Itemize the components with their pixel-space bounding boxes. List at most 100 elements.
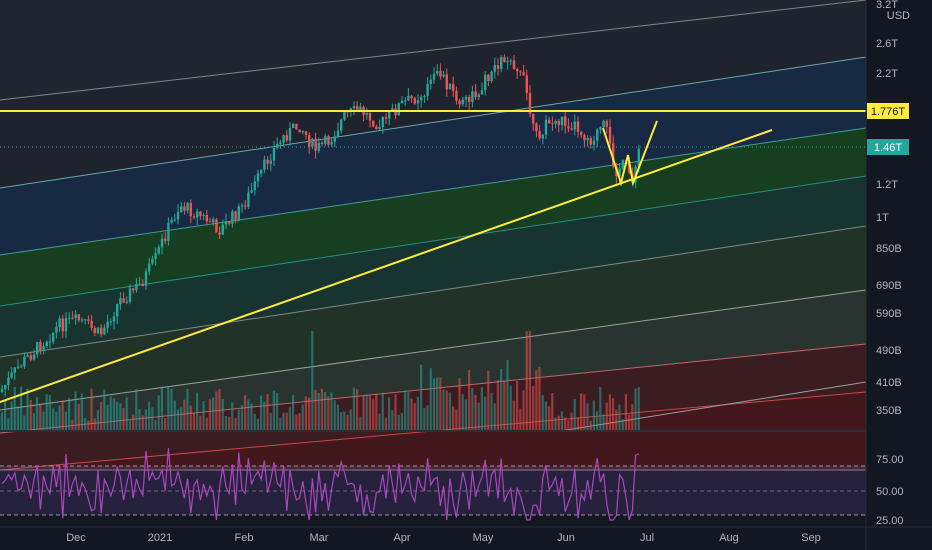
volume-bar [164, 417, 167, 431]
candle-body [583, 135, 586, 141]
volume-bar [7, 418, 10, 431]
candle-body [148, 263, 151, 272]
volume-bar [343, 411, 346, 431]
candle-body [135, 283, 138, 291]
volume-bar [637, 387, 640, 431]
price-tick-label: 490B [876, 345, 902, 357]
candle-body [167, 223, 170, 241]
price-axis-panel[interactable] [866, 0, 932, 550]
candle-body [119, 298, 122, 305]
volume-bar [80, 393, 83, 431]
candle-body [106, 321, 109, 328]
time-label-feb: Feb [235, 532, 254, 544]
volume-bar [522, 390, 525, 431]
candle-body [183, 206, 186, 211]
volume-bar [186, 388, 189, 431]
volume-bar [394, 394, 397, 431]
candle-body [602, 120, 605, 128]
volume-bar [212, 397, 215, 431]
candle-body [365, 113, 368, 115]
volume-bar [372, 398, 375, 431]
volume-bar [375, 393, 378, 431]
candle-body [378, 126, 381, 130]
w-pattern-drawing[interactable] [602, 120, 658, 187]
candle-body [272, 148, 276, 161]
volume-bar [634, 388, 637, 431]
candle-body [442, 74, 445, 77]
candle-body [423, 95, 426, 97]
volume-bar [602, 414, 605, 431]
volume-bar [618, 404, 621, 431]
candle-body [551, 123, 554, 125]
candle-body [77, 314, 80, 321]
volume-bar [564, 417, 567, 431]
volume-bar [180, 407, 183, 431]
candle-body [160, 238, 164, 248]
volume-bar [64, 411, 67, 431]
volume-bar [106, 404, 109, 431]
candle-body [301, 131, 304, 133]
candle-body [618, 168, 621, 177]
candle-body [372, 120, 375, 127]
volume-bar [551, 392, 554, 431]
volume-bar [192, 412, 195, 431]
candle-body [228, 221, 231, 224]
volume-bar [349, 409, 352, 431]
volume-bar [215, 391, 218, 431]
volume-bar [413, 403, 416, 431]
candle-body [170, 219, 173, 224]
time-axis[interactable]: Dec 2021 Feb Mar Apr May Jun Jul Aug Sep [66, 532, 821, 544]
volume-bar [112, 398, 115, 431]
volume-bar [388, 397, 391, 431]
candle-body [4, 385, 7, 390]
volume-bar [32, 413, 35, 431]
candle-body [256, 173, 260, 182]
support-trendline[interactable] [0, 129, 773, 403]
volume-bar [0, 412, 4, 431]
candle-body [429, 79, 432, 85]
candle-body [151, 258, 154, 264]
volume-bar [202, 401, 205, 431]
candle-body [506, 61, 509, 63]
volume-bar [324, 391, 327, 431]
volume-bar [368, 395, 371, 431]
candle-body [461, 99, 464, 105]
candle-body [336, 130, 340, 137]
volume-bar [55, 411, 58, 431]
volume-bar [205, 417, 208, 431]
volume-bar [52, 408, 55, 431]
volume-bar [621, 419, 624, 431]
time-label-apr: Apr [393, 532, 410, 544]
volume-bar [631, 404, 634, 431]
volume-bar [311, 331, 314, 431]
candle-body [397, 103, 400, 116]
volume-bar [484, 396, 487, 431]
volume-bar [23, 415, 26, 431]
volume-bar [423, 408, 426, 431]
volume-bar [599, 386, 602, 431]
candle-body [436, 70, 439, 74]
candle-body [279, 142, 282, 144]
candle-body [295, 123, 298, 130]
price-tick-label: 1.2T [876, 179, 898, 191]
candle-body [208, 221, 212, 223]
volume-bar [135, 389, 138, 431]
volume-bar [400, 413, 403, 431]
rsi-line[interactable] [1, 447, 640, 521]
volume-bar [407, 392, 410, 431]
volume-bar [509, 385, 512, 431]
volume-bar [263, 401, 266, 431]
candle-body [528, 93, 532, 114]
volume-bar [39, 403, 42, 431]
candle-body [199, 211, 202, 216]
candle-body [564, 116, 567, 127]
candle-body [589, 138, 592, 145]
volume-bar [567, 420, 570, 431]
volume-bar [596, 411, 599, 431]
volume-bar [196, 392, 199, 431]
time-label-aug: Aug [719, 532, 739, 544]
candle-body [154, 253, 157, 259]
volume-bar [199, 415, 202, 431]
volume-bar [624, 394, 627, 431]
